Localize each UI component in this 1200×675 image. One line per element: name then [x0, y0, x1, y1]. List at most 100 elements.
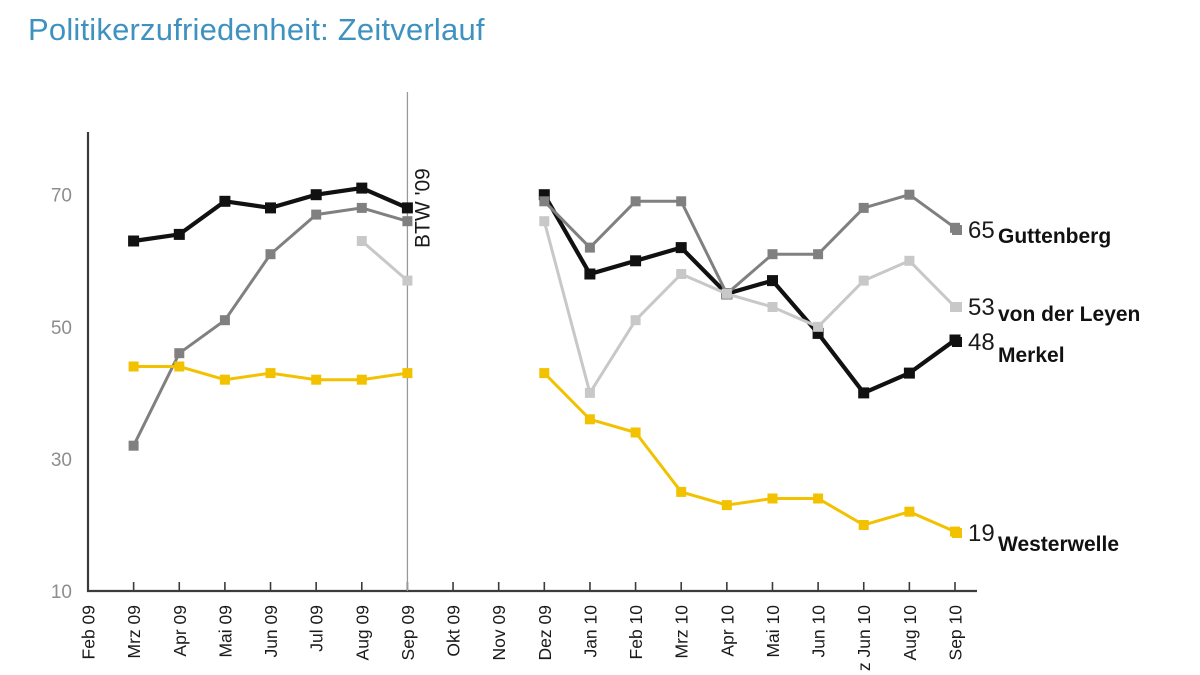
- x-axis-tick-label: Mrz 10: [672, 605, 692, 659]
- data-point-marker: [858, 202, 869, 213]
- data-point-marker: [539, 368, 550, 379]
- data-point-marker: [128, 440, 139, 451]
- data-point-marker: [858, 275, 869, 286]
- data-point-marker: [356, 374, 367, 385]
- data-point-marker: [584, 268, 596, 280]
- x-axis-tick-label: Jul 09: [307, 605, 327, 652]
- data-point-marker: [219, 374, 230, 385]
- data-point-marker: [813, 493, 824, 504]
- x-axis-tick-label: Jun 10: [809, 605, 829, 658]
- end-label-marker: [952, 302, 962, 312]
- data-point-marker: [812, 327, 824, 339]
- end-label-value: 48: [968, 329, 995, 356]
- data-point-marker: [219, 315, 230, 326]
- data-point-marker: [858, 387, 870, 399]
- data-point-marker: [265, 202, 276, 214]
- data-point-marker: [311, 209, 322, 220]
- data-point-marker: [813, 321, 824, 332]
- data-point-marker: [174, 361, 185, 372]
- series-line-guttenberg: [543, 193, 956, 297]
- x-axis-tick-label: Mrz 09: [124, 605, 144, 658]
- x-axis-tick-label: Dez 09: [535, 605, 555, 660]
- data-point-marker: [858, 520, 869, 530]
- data-point-marker: [721, 500, 732, 511]
- data-point-marker: [630, 427, 641, 438]
- data-point-marker: [539, 196, 550, 207]
- data-point-marker: [174, 348, 185, 359]
- x-axis-tick-label: Okt 09: [444, 605, 464, 657]
- end-label-name: Merkel: [998, 344, 1065, 367]
- data-point-marker: [767, 275, 778, 287]
- data-point-marker: [676, 486, 687, 497]
- data-point-marker: [767, 493, 778, 504]
- x-axis-tick-label: Mai 10: [763, 605, 783, 658]
- data-point-marker: [265, 249, 276, 260]
- data-point-marker: [265, 368, 276, 379]
- x-axis-tick-label: Aug 10: [900, 605, 920, 661]
- data-point-marker: [538, 189, 550, 201]
- data-point-marker: [311, 374, 322, 385]
- data-point-marker: [584, 242, 595, 253]
- data-point-marker: [813, 249, 824, 260]
- data-point-marker: [630, 315, 641, 326]
- data-point-marker: [401, 202, 413, 214]
- data-point-marker: [904, 255, 915, 266]
- end-label-marker: [952, 528, 962, 538]
- data-point-marker: [402, 275, 413, 286]
- x-axis-tick-label: Nov 09: [489, 605, 509, 660]
- data-point-marker: [356, 182, 368, 194]
- annotation-label-btw09: BTW '09: [411, 168, 434, 248]
- y-axis-tick-label: 30: [51, 450, 72, 471]
- data-point-marker: [904, 189, 915, 200]
- series-line-merkel: [542, 193, 957, 396]
- x-axis-tick-label: Mai 09: [215, 605, 235, 658]
- x-axis-tick-label: z Jun 10: [854, 605, 874, 671]
- data-point-marker: [676, 196, 687, 207]
- x-axis-tick-label: Jan 10: [580, 605, 600, 658]
- x-axis-tick-label: Sep 09: [398, 605, 418, 660]
- end-label-value: 65: [968, 217, 995, 244]
- x-axis-tick-label: Apr 09: [170, 605, 190, 657]
- end-label-value: 53: [968, 294, 995, 321]
- data-point-marker: [356, 202, 367, 213]
- data-point-marker: [539, 216, 550, 227]
- end-label-name: von der Leyen: [998, 303, 1140, 326]
- data-point-marker: [356, 236, 367, 246]
- data-point-marker: [128, 361, 139, 372]
- data-point-marker: [767, 302, 778, 312]
- x-axis-tick-label: Sep 10: [946, 605, 966, 661]
- series-line-westerwelle: [543, 372, 956, 533]
- data-point-marker: [402, 216, 413, 227]
- data-point-marker: [584, 414, 595, 425]
- x-axis-tick-label: Jun 09: [261, 605, 281, 658]
- data-point-marker: [904, 506, 915, 517]
- data-point-marker: [584, 387, 595, 398]
- data-point-marker: [219, 195, 231, 207]
- data-point-marker: [310, 189, 322, 201]
- x-axis-tick-label: Feb 09: [79, 605, 99, 659]
- data-point-marker: [173, 228, 185, 240]
- y-axis-tick-label: 10: [51, 582, 72, 603]
- data-point-marker: [676, 269, 687, 279]
- x-axis-tick-label: Apr 10: [717, 605, 737, 657]
- end-label-marker: [952, 337, 962, 347]
- data-point-marker: [675, 242, 687, 254]
- y-axis-tick-label: 70: [51, 186, 72, 207]
- end-label-name: Guttenberg: [998, 225, 1111, 248]
- data-point-marker: [721, 288, 732, 299]
- series-line-von-der-leyen: [542, 220, 957, 397]
- y-axis-tick-label: 50: [51, 318, 72, 339]
- end-label-marker: [952, 225, 962, 235]
- data-point-marker: [630, 196, 641, 207]
- end-label-value: 19: [968, 520, 995, 547]
- end-label-name: Westerwelle: [998, 533, 1119, 556]
- data-point-marker: [903, 367, 915, 379]
- data-point-marker: [128, 235, 140, 247]
- data-point-marker: [402, 368, 413, 379]
- page-title: Politikerzufriedenheit: Zeitverlauf: [28, 12, 485, 47]
- series-line-von-der-leyen: [360, 239, 409, 282]
- x-axis-tick-label: Aug 09: [352, 605, 372, 660]
- data-point-marker: [630, 255, 642, 267]
